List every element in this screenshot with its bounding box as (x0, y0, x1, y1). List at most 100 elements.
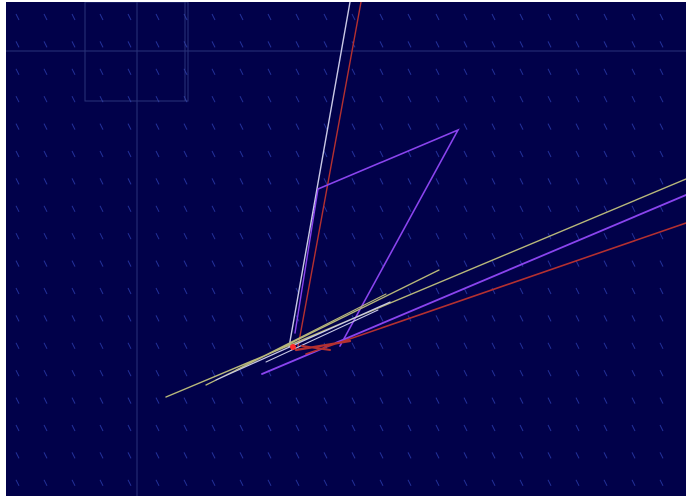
vector-field-arrow (659, 315, 664, 322)
vector-field-arrow (351, 287, 356, 295)
vector-field-arrow (99, 68, 104, 76)
vector-field-arrow (351, 479, 356, 487)
vector-field-arrow (239, 123, 244, 130)
grid-box (84, 2, 189, 102)
vector-field-arrow (155, 68, 160, 76)
vector-field-arrow (211, 178, 216, 185)
vector-field-arrow (491, 424, 496, 432)
vector-field-arrow (435, 260, 440, 267)
vector-field-arrow (519, 232, 524, 240)
vector-field-arrow (463, 150, 468, 158)
vector-field-arrow (239, 424, 244, 432)
vector-field-arrow (267, 315, 272, 322)
vector-field-arrow (463, 41, 468, 48)
vector-field-arrow (491, 150, 496, 158)
vector-field-arrow (659, 95, 664, 103)
vector-field-arrow (99, 397, 104, 404)
vector-field-arrow (155, 369, 160, 377)
vector-field-arrow (379, 123, 384, 130)
vector-field-arrow (603, 315, 608, 322)
vector-field-arrow (183, 315, 188, 322)
vector-field-arrow (295, 123, 300, 130)
vector-field-arrow (407, 41, 412, 48)
vector-field-arrow (127, 41, 132, 48)
vector-field-arrow (659, 397, 664, 404)
vector-field-arrow (183, 479, 188, 487)
vector-field-arrow (239, 232, 244, 240)
vector-field-arrow (435, 150, 440, 158)
vector-field-arrow (15, 315, 20, 322)
vector-field-arrow (575, 232, 580, 240)
vector-field-arrow (15, 41, 20, 48)
vector-field-arrow (211, 452, 216, 459)
vector-field-arrow (547, 424, 552, 432)
vector-field-arrow (71, 287, 76, 295)
vector-field-arrow (43, 150, 48, 158)
vector-field-arrow (435, 232, 440, 240)
vector-field-arrow (519, 369, 524, 377)
vector-field-arrow (15, 95, 20, 103)
vector-field-arrow (323, 424, 328, 432)
vector-field-arrow (575, 260, 580, 267)
vector-field-arrow (127, 397, 132, 404)
vector-field-arrow (71, 178, 76, 185)
vector-field-arrow (407, 205, 412, 213)
vector-field-arrow (99, 342, 104, 350)
simulation-viewport[interactable] (6, 2, 686, 496)
vector-field-arrow (351, 452, 356, 459)
vector-field-arrow (15, 260, 20, 267)
vector-field (15, 13, 664, 487)
vector-field-arrow (295, 68, 300, 76)
vector-field-arrow (603, 260, 608, 267)
vector-field-arrow (267, 260, 272, 267)
scene-canvas[interactable] (6, 2, 686, 496)
vector-field-arrow (267, 424, 272, 432)
vector-field-arrow (99, 452, 104, 459)
vector-field-arrow (295, 205, 300, 213)
vector-field-arrow (575, 150, 580, 158)
vector-field-arrow (43, 397, 48, 404)
vector-field-arrow (379, 232, 384, 240)
vector-field-arrow (15, 369, 20, 377)
vector-field-arrow (127, 232, 132, 240)
vector-field-arrow (435, 13, 440, 21)
vector-field-arrow (323, 178, 328, 185)
vector-field-arrow (463, 13, 468, 21)
vector-field-arrow (547, 452, 552, 459)
vector-field-arrow (407, 232, 412, 240)
vector-field-arrow (183, 150, 188, 158)
vector-field-arrow (547, 123, 552, 130)
vector-field-arrow (295, 178, 300, 185)
vector-field-arrow (603, 479, 608, 487)
convergence-marker[interactable] (290, 344, 296, 350)
vector-field-arrow (267, 397, 272, 404)
vector-field-arrow (239, 41, 244, 48)
trace-pale-ray-mid (265, 309, 379, 363)
vector-field-arrow (435, 479, 440, 487)
vector-field-arrow (239, 205, 244, 213)
vector-field-arrow (43, 178, 48, 185)
vector-field-arrow (183, 452, 188, 459)
vector-field-arrow (127, 150, 132, 158)
vector-field-arrow (43, 95, 48, 103)
vector-field-arrow (155, 397, 160, 404)
vector-field-arrow (323, 41, 328, 48)
vector-field-arrow (659, 452, 664, 459)
vector-field-arrow (99, 123, 104, 130)
vector-field-arrow (127, 342, 132, 350)
vector-field-arrow (575, 315, 580, 322)
vector-field-arrow (71, 68, 76, 76)
vector-field-arrow (575, 342, 580, 350)
vector-field-arrow (211, 260, 216, 267)
vector-field-arrow (407, 150, 412, 158)
vector-field-arrow (379, 95, 384, 103)
vector-field-arrow (323, 95, 328, 103)
vector-field-arrow (351, 68, 356, 76)
vector-field-arrow (547, 315, 552, 322)
vector-field-arrow (491, 205, 496, 213)
vector-field-arrow (435, 287, 440, 295)
vector-field-arrow (43, 205, 48, 213)
vector-field-arrow (659, 13, 664, 21)
vector-field-arrow (659, 150, 664, 158)
vector-field-arrow (155, 232, 160, 240)
